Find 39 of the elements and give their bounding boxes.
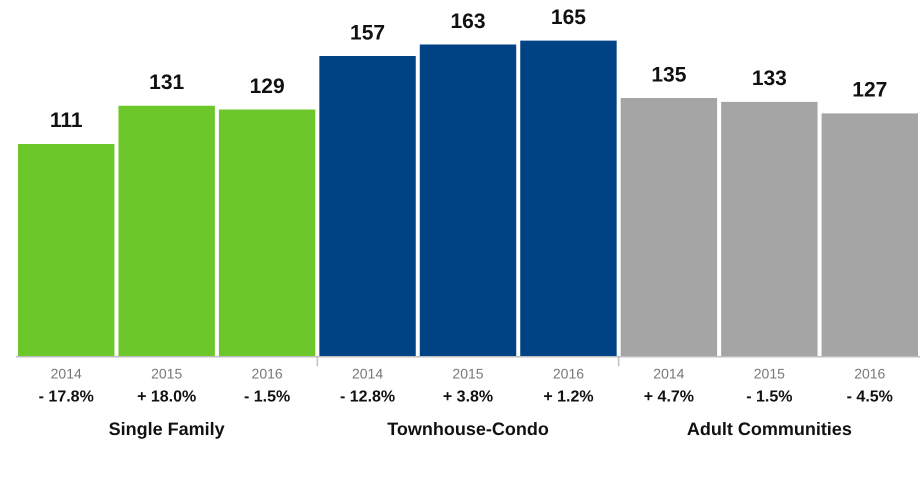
data-label: 163 <box>450 10 486 33</box>
text: + 4.7% <box>644 388 694 406</box>
x-tick-label: 2015 <box>151 365 182 382</box>
text: Single Family <box>108 419 225 440</box>
bar <box>520 40 617 356</box>
text: - 1.5% <box>244 388 290 406</box>
data-label: 157 <box>350 21 386 44</box>
text: - 1.5% <box>746 388 792 406</box>
data-label: 111 <box>50 109 83 132</box>
bar <box>420 44 516 356</box>
bar <box>118 106 215 356</box>
text: + 1.2% <box>543 388 594 406</box>
data-label: 127 <box>852 78 888 102</box>
text: - 4.5% <box>846 388 893 406</box>
x-tick-label: 2016 <box>854 365 886 382</box>
x-tick-label: 2014 <box>653 365 685 382</box>
text: - 17.8% <box>38 388 94 406</box>
data-label: 131 <box>149 70 184 94</box>
text: Adult Communities <box>686 419 852 440</box>
x-tick-label: 2014 <box>352 365 384 382</box>
data-label: 135 <box>651 63 687 86</box>
x-tick-label: 2014 <box>50 365 82 382</box>
bar <box>822 113 918 356</box>
text: Townhouse-Condo <box>387 419 549 440</box>
bar <box>18 144 114 356</box>
x-tick-label: 2015 <box>754 365 786 382</box>
text: + 3.8% <box>442 388 494 406</box>
bar <box>319 56 416 356</box>
data-label: 165 <box>550 6 586 29</box>
bar <box>721 102 818 356</box>
data-label: 129 <box>250 74 285 98</box>
x-tick-label: 2015 <box>452 365 484 382</box>
bar <box>620 98 718 356</box>
x-tick-label: 2016 <box>552 365 584 382</box>
x-tick-label: 2016 <box>252 365 283 382</box>
data-label: 133 <box>752 67 787 90</box>
text: - 12.8% <box>340 388 396 406</box>
text: + 18.0% <box>137 388 196 406</box>
bar <box>218 110 316 356</box>
